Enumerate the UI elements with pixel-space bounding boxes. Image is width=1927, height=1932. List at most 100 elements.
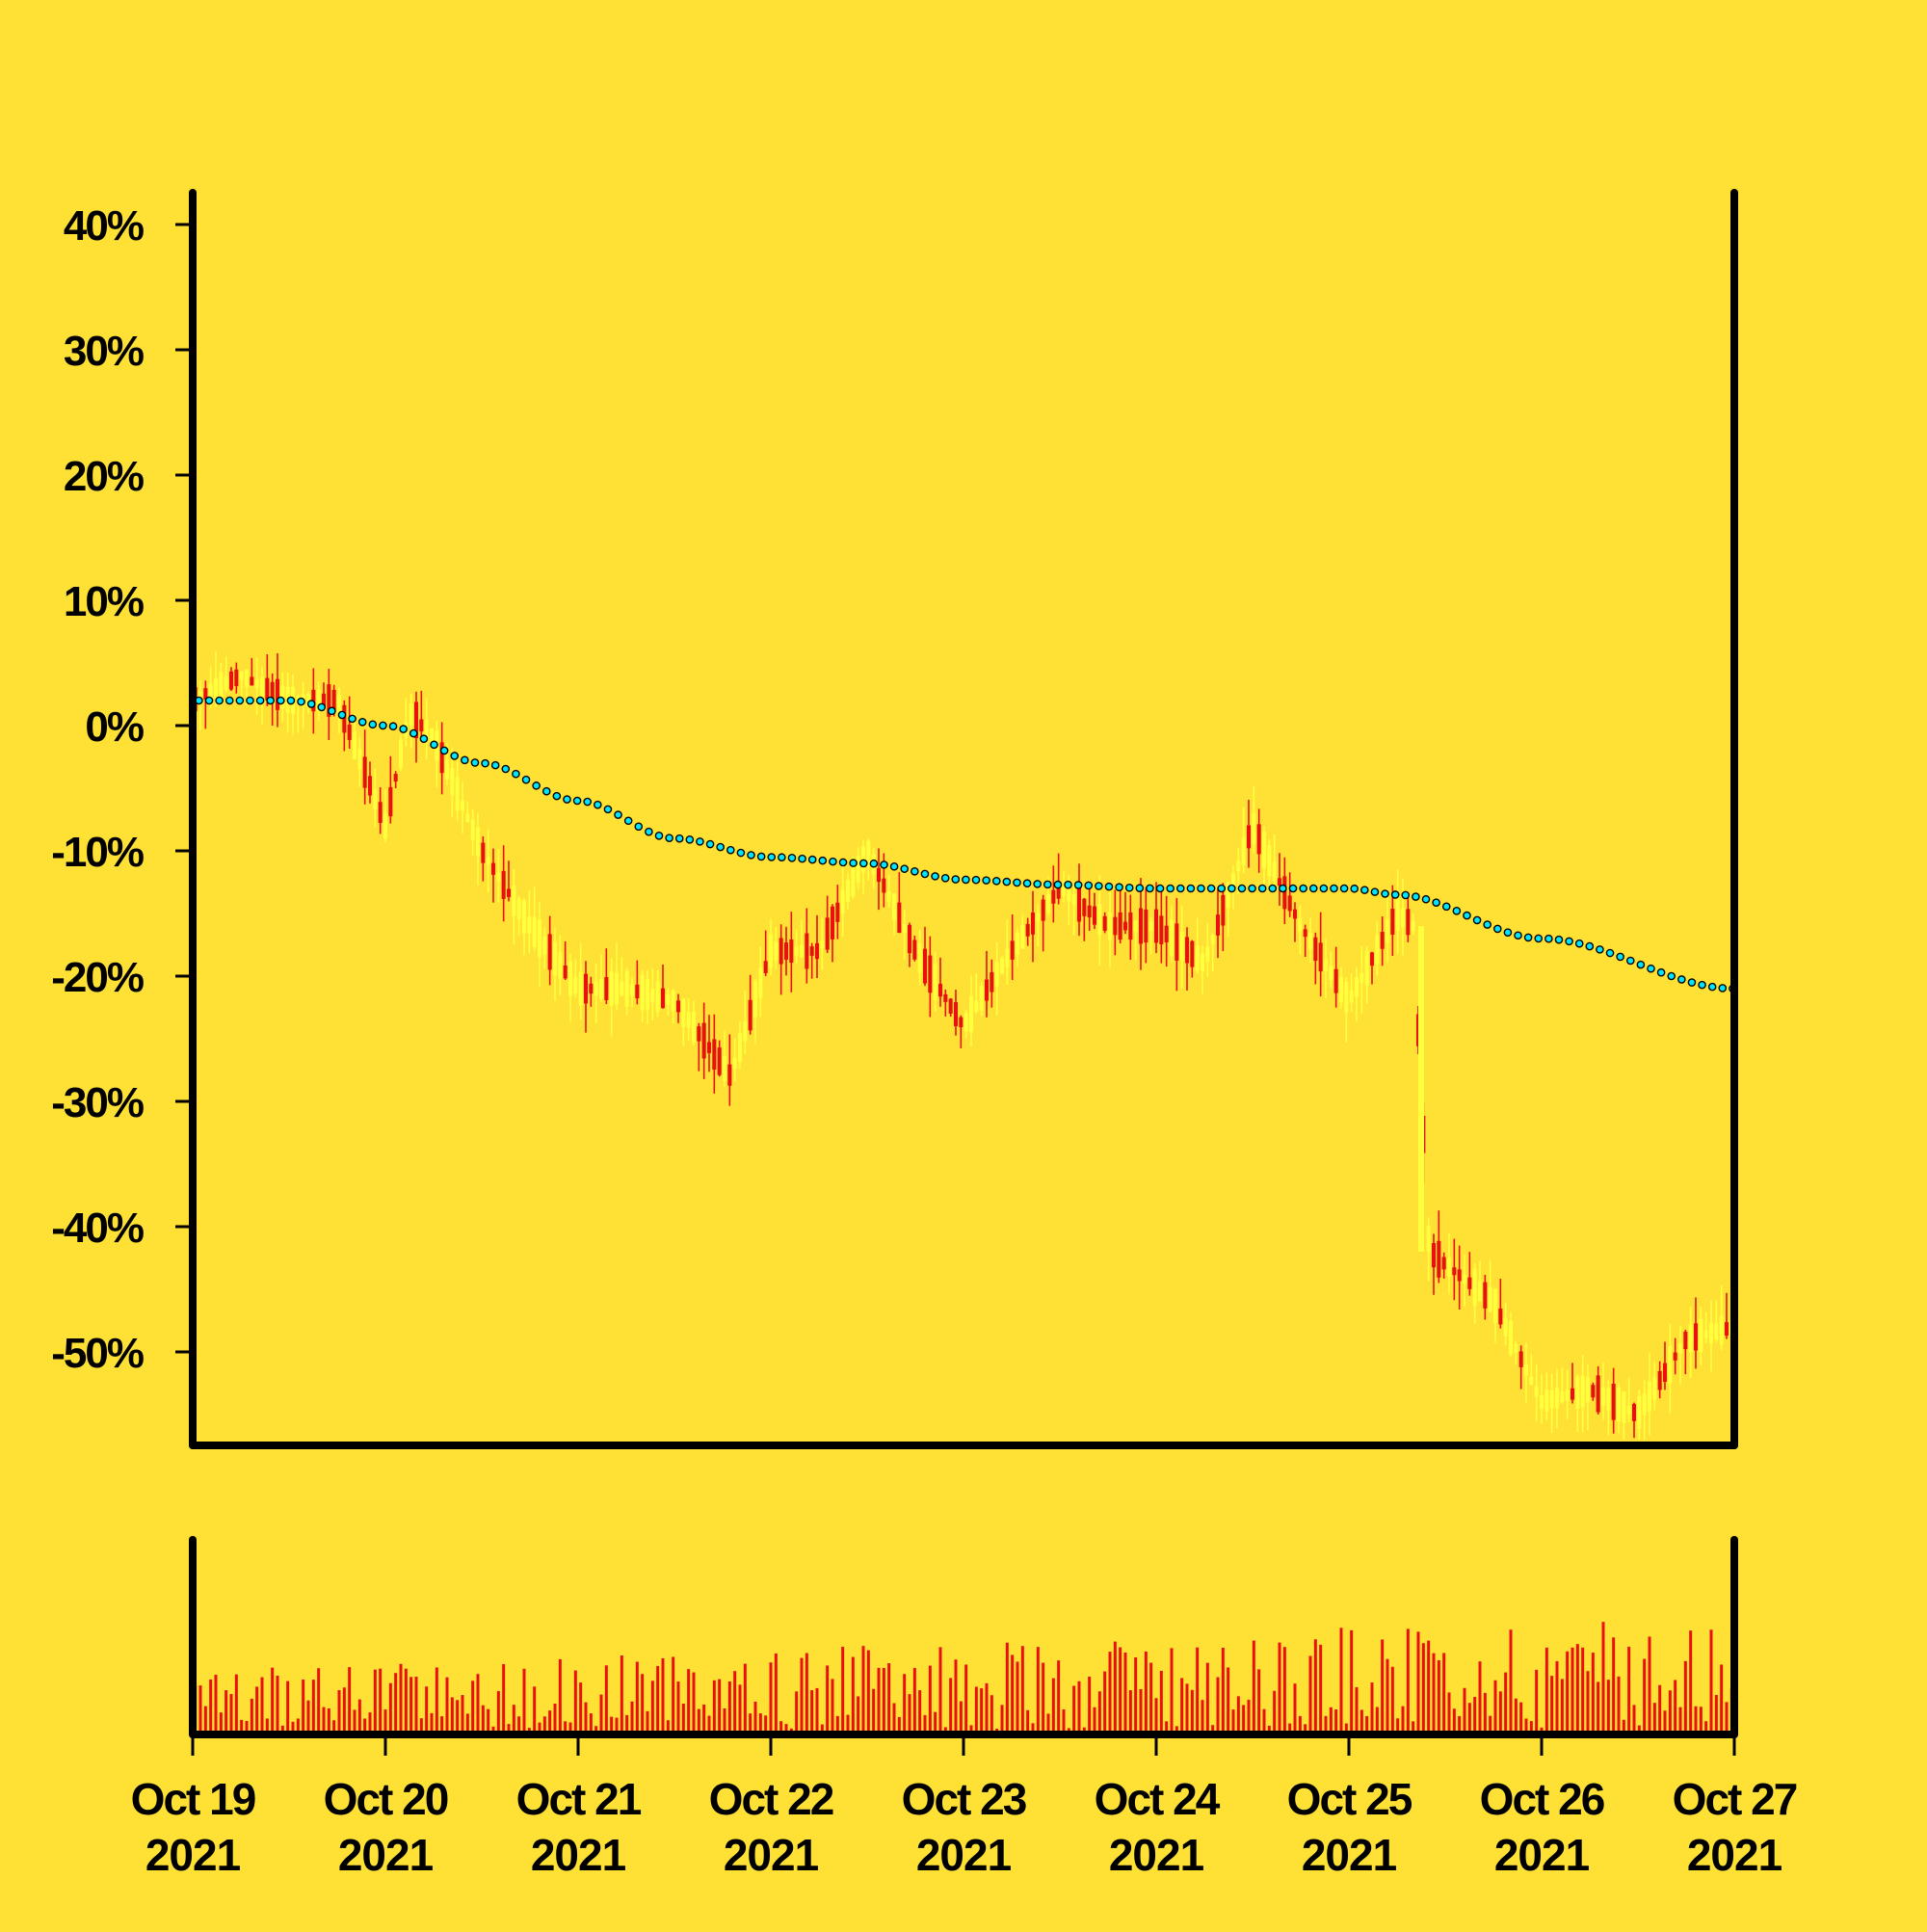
volume-bar [1304,1724,1307,1734]
candle-body [907,924,912,954]
volume-bar [831,1679,834,1734]
candle-body [1277,878,1282,887]
candle-body [999,958,1005,974]
candle-body [542,936,547,955]
candle-body [1544,1389,1549,1413]
moving-average-point [470,758,480,767]
candle-body [228,671,234,690]
moving-average-point [1718,984,1728,992]
volume-bar [1108,1652,1112,1734]
volume-bar [1308,1655,1312,1734]
volume-bar [203,1706,207,1734]
candle-body [388,786,393,817]
moving-average-point [634,822,644,832]
candle-body [928,955,933,993]
volume-bar [357,1699,361,1734]
moving-average-point [951,875,961,884]
moving-average-point [1492,924,1502,934]
candle-body [455,777,460,811]
candle-body [1699,1318,1703,1353]
candle-body [1097,904,1102,936]
volume-bar [1196,1647,1200,1734]
moving-average-point [490,760,500,770]
candle-body [1344,981,1349,1013]
moving-average-point [286,696,296,705]
candle-body [968,995,974,1033]
volume-bar [1262,1708,1266,1734]
volume-bar [1216,1677,1220,1734]
moving-average-point [674,834,684,843]
candle-body [213,677,219,700]
candle-body [331,689,336,712]
candle-body [809,946,814,956]
candle-body [697,1026,701,1042]
y-tick-label: -40% [51,1204,144,1252]
candle-body [486,857,490,865]
candle-body [1488,1286,1492,1312]
candle-body [1719,1315,1724,1345]
moving-average-point [807,855,817,864]
candle-body [1153,909,1159,943]
volume-bar [1544,1647,1548,1734]
moving-average-point [747,851,755,860]
candle-body [1529,1376,1534,1386]
volume-bar [589,1713,593,1734]
moving-average-point [1043,880,1052,889]
candle-body [860,845,866,872]
x-tick-label: Oct 25 [1287,1774,1412,1824]
moving-average-point [409,728,418,738]
candle-body [886,890,891,902]
volume-bar [1139,1688,1143,1734]
volume-bar [938,1647,942,1734]
candle-body [506,888,512,897]
moving-average-point [705,839,715,849]
candle-body [1714,1323,1719,1340]
moving-average-point [911,866,919,876]
moving-average-point [583,797,593,807]
volume-bar [872,1688,876,1734]
candle-body [1375,935,1380,965]
volume-bar [1344,1723,1348,1734]
moving-average-point [1381,889,1389,898]
candle-body [362,756,367,788]
candle-body [1184,937,1190,964]
candle-body [732,1057,737,1070]
volume-bar [1020,1646,1024,1734]
volume-bar [1046,1713,1050,1734]
volume-bar [800,1657,804,1734]
candle-body [1441,1257,1446,1270]
candle-body [481,842,486,863]
candle-body [1549,1389,1554,1409]
candle-body [1067,889,1071,902]
volume-bar [712,1680,716,1734]
moving-average-point [594,800,602,809]
volume-bar [1591,1653,1595,1734]
candle-body [336,694,342,717]
moving-average-point [572,796,582,806]
moving-average-point [1636,960,1646,969]
candle-body [1318,942,1323,972]
y-axis-ticks: 40% 30% 20% 10% 0% -10% -20% -30% -40% -50% [51,202,193,1377]
candle-body [244,670,250,688]
volume-bar [476,1674,480,1734]
candle-body [1575,1376,1580,1410]
volume-bar [918,1690,922,1734]
volume-bar [615,1717,619,1734]
candle-body [1082,898,1087,916]
moving-average-point [829,857,837,866]
moving-average-point [736,848,746,858]
volume-bar [445,1677,449,1734]
candle-body [1128,912,1133,940]
moving-average-point [1013,878,1021,887]
volume-bar [1313,1639,1317,1734]
candle-body [1622,1390,1626,1423]
moving-average-point [1441,902,1451,912]
moving-average-point [880,860,888,869]
volume-bar [1694,1706,1698,1734]
volume-bar [1273,1690,1277,1734]
candle-body [1683,1331,1688,1350]
moving-average-point [614,810,622,819]
moving-average-point [767,853,777,861]
candle-body [789,939,794,964]
x-tick-label: Oct 22 [709,1774,833,1824]
